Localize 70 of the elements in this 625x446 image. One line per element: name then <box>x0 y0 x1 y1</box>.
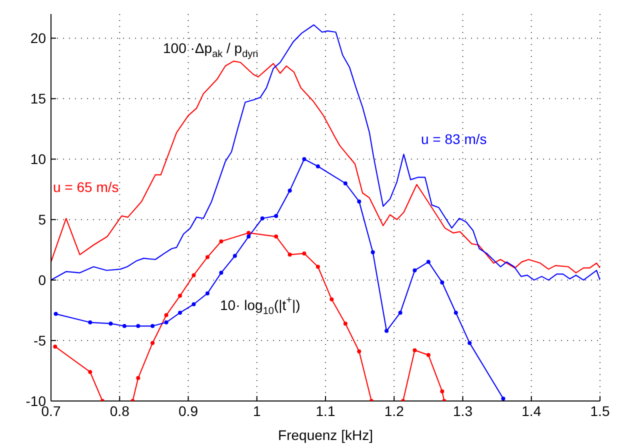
point <box>357 349 362 354</box>
point <box>330 297 334 302</box>
point <box>426 353 430 358</box>
point <box>219 270 224 275</box>
point <box>164 320 168 324</box>
point <box>454 310 458 315</box>
point <box>150 324 155 328</box>
x-tick-label: 0.8 <box>110 402 130 419</box>
x-tick-label: 1.1 <box>316 402 336 419</box>
annotation: 10· log$_{10}$(|t$^{+}$|) <box>220 295 300 318</box>
point <box>357 199 362 204</box>
x-tick-label: 0.9 <box>178 402 198 419</box>
x-tick-label: 1.2 <box>384 402 404 419</box>
point <box>53 344 58 349</box>
point <box>343 181 348 186</box>
point <box>343 322 348 326</box>
point <box>316 164 320 168</box>
x-axis-title: Frequenz [kHz] <box>278 427 373 443</box>
point <box>232 254 237 258</box>
point <box>316 264 320 269</box>
line-series <box>51 24 600 281</box>
point <box>150 340 155 345</box>
y-tick-label: 15 <box>30 90 46 107</box>
point <box>178 310 182 315</box>
point <box>468 340 472 345</box>
point <box>501 396 506 401</box>
point <box>412 348 417 352</box>
x-tick-label: 1.5 <box>590 402 610 419</box>
point <box>426 260 430 264</box>
series-label: u = 83 m/s <box>421 130 487 147</box>
point <box>260 216 264 220</box>
point <box>246 234 251 239</box>
point <box>136 324 140 328</box>
point <box>412 268 417 272</box>
point <box>440 280 444 284</box>
y-tick-label: 0 <box>38 272 46 288</box>
point <box>192 273 196 278</box>
point <box>192 302 196 306</box>
point <box>219 239 224 244</box>
point <box>302 157 306 162</box>
point <box>108 322 113 326</box>
point <box>205 291 210 296</box>
y-tick-label: 5 <box>38 212 46 228</box>
y-tick-label: 10 <box>30 151 46 168</box>
point <box>122 324 126 328</box>
point <box>274 214 278 218</box>
point <box>178 294 182 298</box>
y-tick-label: -5 <box>34 332 46 348</box>
point <box>205 255 210 260</box>
point <box>246 230 251 235</box>
point <box>288 188 292 193</box>
x-tick-label: 1.4 <box>522 402 542 419</box>
point <box>164 313 168 318</box>
y-tick-label: 20 <box>30 30 46 46</box>
point <box>274 234 278 239</box>
point <box>88 370 92 374</box>
point <box>136 376 140 380</box>
point <box>370 250 375 254</box>
point <box>384 328 389 333</box>
x-tick-label: 1.3 <box>453 402 473 419</box>
point <box>288 252 292 257</box>
point <box>88 320 92 324</box>
series-label: u = 65 m/s <box>53 178 119 195</box>
point <box>440 389 444 394</box>
x-tick-label: 1 <box>252 402 261 419</box>
point <box>398 310 402 315</box>
point <box>302 251 306 256</box>
line-series <box>51 60 600 274</box>
annotation: 100 ·Δp$_{ak}$ / p$_{dyn}$ <box>163 40 258 60</box>
point <box>54 312 58 316</box>
